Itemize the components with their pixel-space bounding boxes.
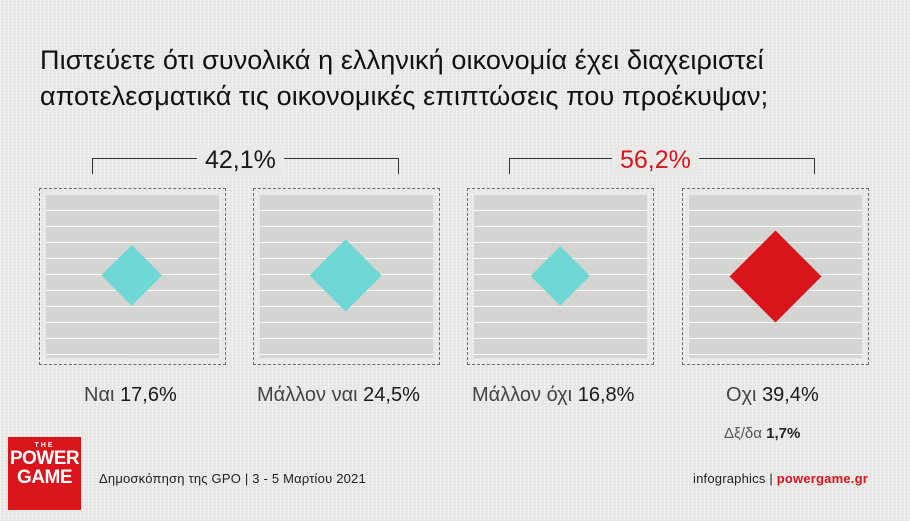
category-label-oxi: Οχι 39,4%: [726, 384, 819, 407]
footer-credit: infographics | powergame.gr: [693, 471, 868, 486]
panel-oxi: [682, 188, 869, 365]
logo-the: THE: [34, 442, 55, 449]
dont-know-name: Δξ/δα: [724, 425, 762, 442]
category-value: 39,4%: [762, 384, 819, 406]
category-label-mallon-oxi: Μάλλον όχι 16,8%: [472, 384, 634, 407]
dont-know-value: 1,7%: [766, 425, 801, 442]
group-total-no: 56,2%: [612, 146, 699, 175]
site-link[interactable]: powergame.gr: [776, 471, 868, 486]
category-name: Οχι: [726, 384, 757, 406]
category-name: Μάλλον ναι: [257, 384, 358, 406]
survey-source: Δημοσκόπηση της GPO | 3 - 5 Μαρτίου 2021: [99, 471, 366, 486]
panel-nai: [39, 188, 226, 365]
logo-power: POWER: [9, 448, 80, 469]
category-label-nai: Ναι 17,6%: [84, 384, 177, 407]
question-title: Πιστεύετε ότι συνολικά η ελληνική οικονο…: [40, 45, 769, 111]
dont-know-label: Δξ/δα 1,7%: [724, 425, 800, 442]
panel-mallon-oxi: [467, 188, 654, 365]
powergame-logo: THE POWER GAME: [8, 437, 81, 510]
group-total-yes: 42,1%: [197, 146, 284, 175]
category-value: 17,6%: [120, 384, 177, 406]
panel-mallon-nai: [253, 188, 440, 365]
category-name: Μάλλον όχι: [472, 384, 573, 406]
credit-text: infographics |: [693, 471, 777, 486]
logo-game: GAME: [17, 467, 73, 488]
category-value: 16,8%: [577, 384, 635, 406]
category-label-mallon-nai: Μάλλον ναι 24,5%: [257, 384, 420, 407]
category-value: 24,5%: [363, 384, 420, 406]
category-name: Ναι: [84, 384, 115, 406]
